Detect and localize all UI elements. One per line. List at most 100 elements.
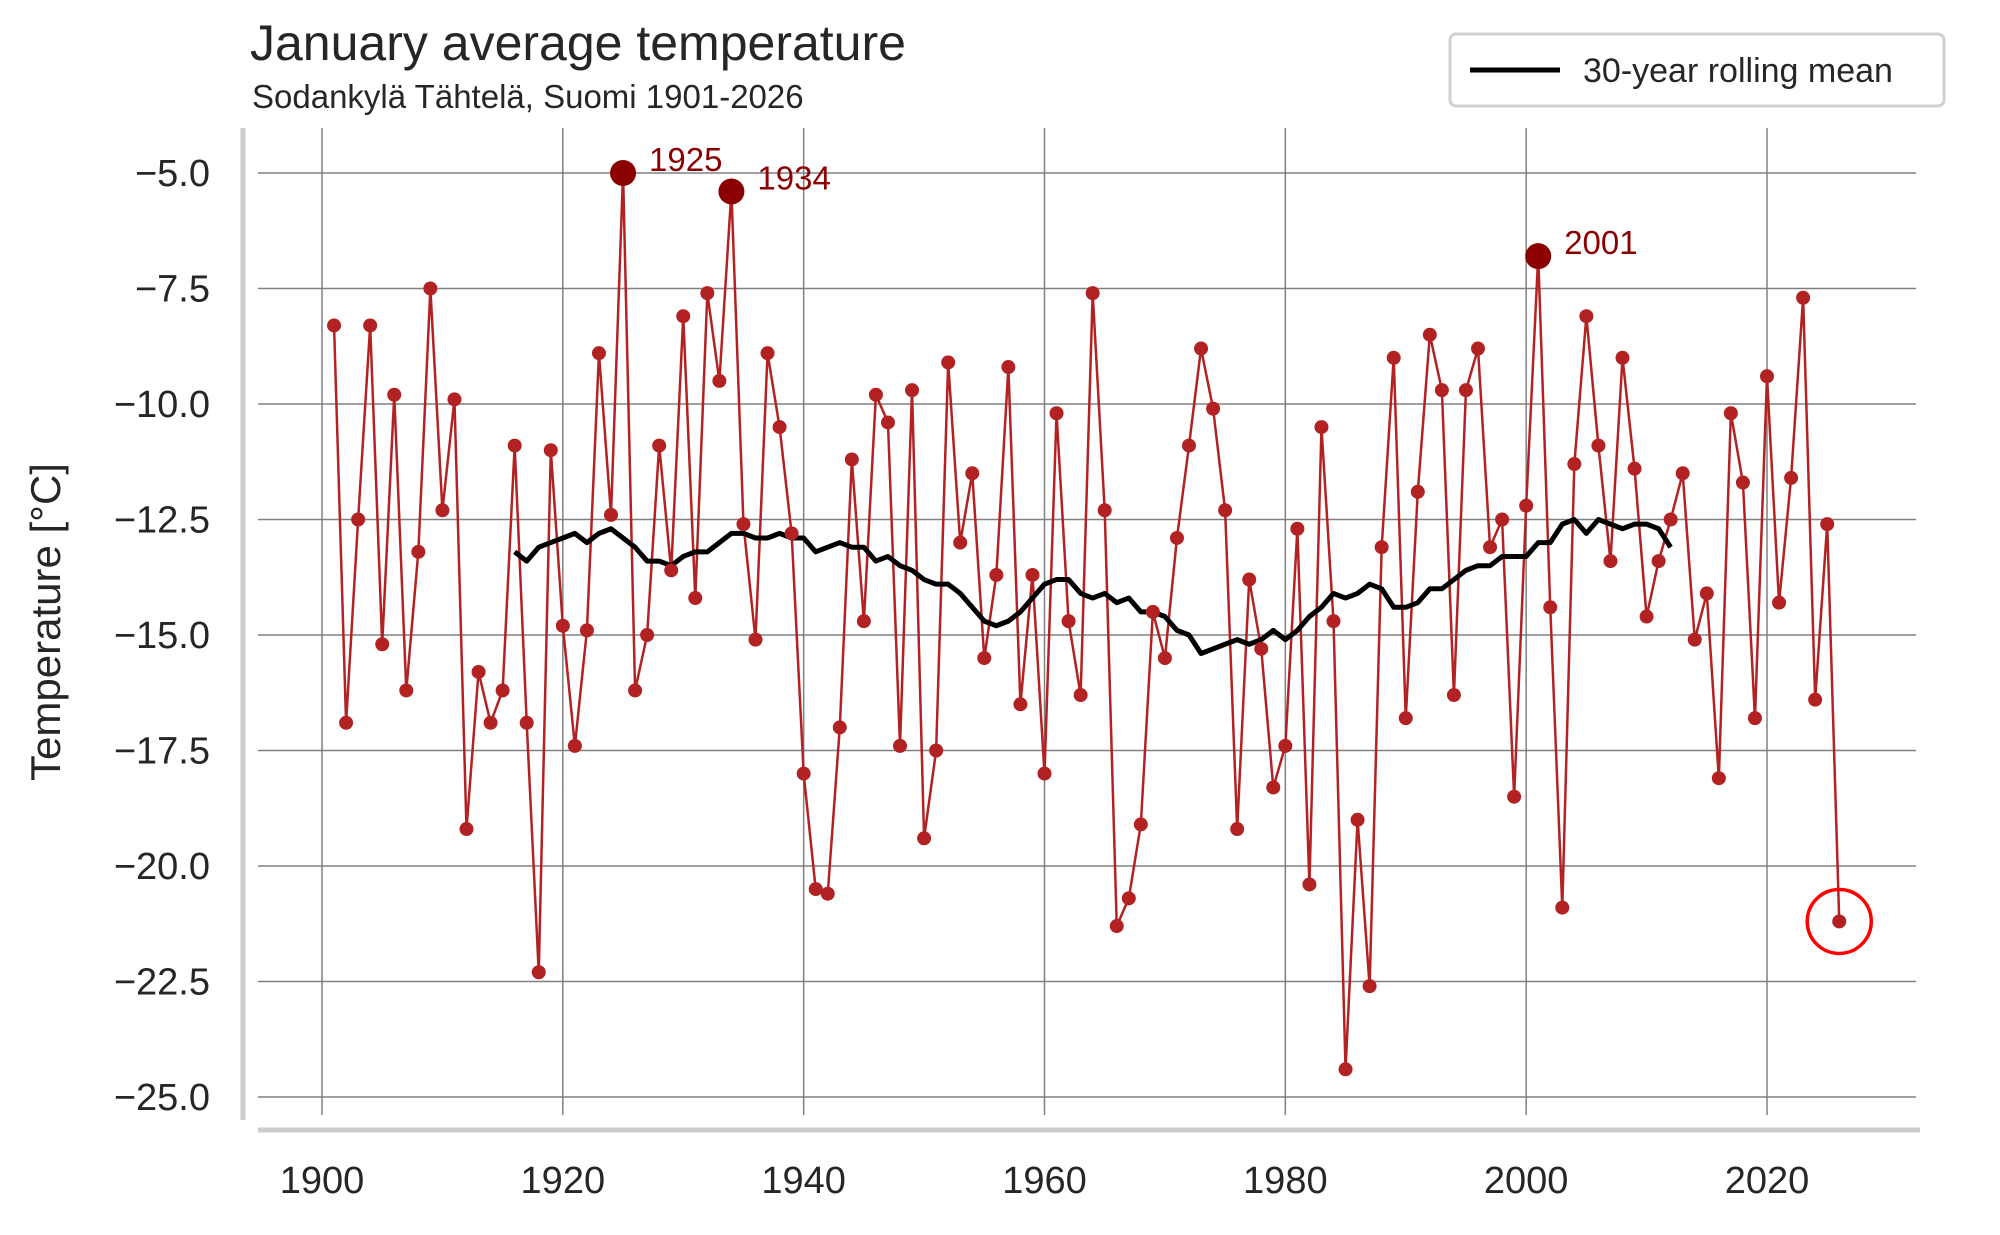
data-point xyxy=(1735,475,1750,490)
rolling-mean-line xyxy=(513,517,1673,656)
data-point xyxy=(1723,406,1738,421)
annotation-label: 2001 xyxy=(1564,224,1637,261)
data-point xyxy=(1061,614,1076,629)
data-point xyxy=(1049,406,1064,421)
data-point xyxy=(1338,1062,1353,1077)
data-point xyxy=(1579,309,1594,324)
data-point xyxy=(1037,766,1052,781)
data-point xyxy=(1663,512,1678,527)
temperature-line xyxy=(332,172,1841,1070)
data-point xyxy=(327,318,342,333)
y-tick-labels: −5.0 −7.5 −10.0 −12.5 −15.0 −17.5 −20.0 −22.5 −2… xyxy=(114,153,210,1119)
y-tick-label: −25.0 xyxy=(114,1077,210,1119)
data-point xyxy=(1446,688,1461,703)
data-point xyxy=(1483,540,1498,555)
data-point xyxy=(1001,360,1016,375)
data-point xyxy=(1326,614,1341,629)
data-point xyxy=(411,544,426,559)
data-point xyxy=(760,346,775,361)
data-point xyxy=(1422,327,1437,342)
data-point xyxy=(1374,540,1389,555)
data-point xyxy=(1097,503,1112,518)
data-point xyxy=(844,452,859,467)
data-point xyxy=(856,614,871,629)
highlight-circle xyxy=(1805,887,1873,956)
data-point xyxy=(628,683,643,698)
data-point xyxy=(1458,383,1473,398)
data-point xyxy=(1230,822,1245,837)
x-tick-label: 1940 xyxy=(761,1160,846,1202)
data-point xyxy=(471,664,486,679)
data-point xyxy=(1543,600,1558,615)
data-point xyxy=(772,420,787,435)
data-point xyxy=(363,318,378,333)
data-point xyxy=(1218,503,1233,518)
x-tick-labels: 1900 1920 1940 1960 1980 2000 2020 xyxy=(280,1160,1810,1202)
data-point xyxy=(1772,595,1787,610)
data-point xyxy=(1796,290,1811,305)
data-point xyxy=(387,387,402,402)
data-point xyxy=(1182,438,1196,453)
data-point xyxy=(1760,369,1774,384)
y-tick-label: −15.0 xyxy=(114,615,210,657)
data-point xyxy=(495,683,510,698)
data-point xyxy=(1627,461,1642,476)
data-point xyxy=(339,715,354,730)
data-point xyxy=(1242,572,1257,587)
y-tick-label: −20.0 xyxy=(114,846,210,888)
y-tick-label: −22.5 xyxy=(114,962,210,1004)
y-axis-label: Temperature [°C] xyxy=(22,463,69,781)
data-point xyxy=(375,637,390,652)
data-point xyxy=(1507,789,1522,804)
data-point xyxy=(1687,632,1702,647)
data-point xyxy=(1386,350,1401,365)
annotations: 1925 1934 2001 xyxy=(649,141,1873,956)
data-point xyxy=(1639,609,1654,624)
data-point xyxy=(652,438,667,453)
data-point xyxy=(917,831,932,846)
data-point xyxy=(1711,771,1726,786)
data-point xyxy=(700,286,715,301)
data-point xyxy=(1133,817,1148,832)
data-point xyxy=(1025,567,1040,582)
data-point xyxy=(519,715,534,730)
y-tick-label: −7.5 xyxy=(135,269,210,311)
data-point xyxy=(555,618,570,633)
data-point xyxy=(977,651,992,666)
data-point xyxy=(808,882,823,897)
data-point xyxy=(351,512,366,527)
data-point xyxy=(1567,457,1582,472)
data-point xyxy=(1675,466,1690,481)
annotation-label: 1925 xyxy=(649,141,722,178)
data-point xyxy=(820,886,835,901)
data-point xyxy=(1350,812,1365,827)
data-point xyxy=(1591,438,1606,453)
data-point xyxy=(1699,586,1714,601)
x-tick-label: 1980 xyxy=(1243,1160,1328,1202)
data-point xyxy=(579,623,594,638)
data-point xyxy=(893,738,907,753)
data-point xyxy=(868,387,883,402)
data-point xyxy=(832,720,847,735)
data-point xyxy=(1194,341,1209,356)
chart-subtitle: Sodankylä Tähtelä, Suomi 1901-2026 xyxy=(252,78,804,115)
data-point xyxy=(736,517,751,532)
legend-label: 30-year rolling mean xyxy=(1583,52,1893,90)
data-point xyxy=(1747,711,1762,726)
y-tick-label: −10.0 xyxy=(114,384,210,426)
data-point xyxy=(712,373,727,388)
temperature-series xyxy=(332,172,1841,1070)
data-point xyxy=(507,438,522,453)
data-point xyxy=(1145,604,1160,619)
x-tick-label: 1960 xyxy=(1002,1160,1087,1202)
data-point xyxy=(567,738,582,753)
data-point xyxy=(676,309,691,324)
data-point xyxy=(1615,350,1630,365)
data-point xyxy=(1013,697,1028,712)
data-point xyxy=(423,281,438,296)
x-tick-label: 2020 xyxy=(1725,1160,1810,1202)
data-point xyxy=(543,443,558,458)
highlight-point xyxy=(1525,243,1552,270)
y-tick-label: −12.5 xyxy=(114,500,210,542)
